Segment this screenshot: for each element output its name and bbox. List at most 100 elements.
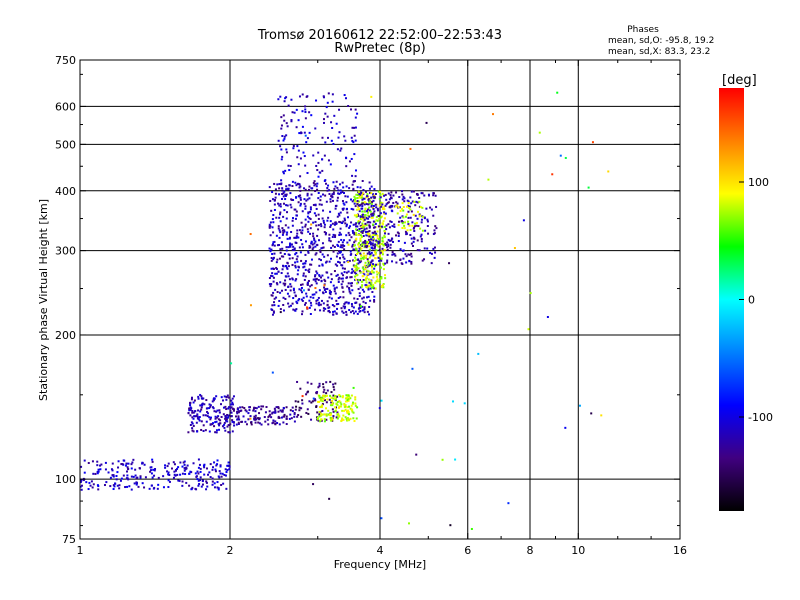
data-point [354,402,357,405]
data-point [215,410,218,413]
data-point [413,225,416,228]
data-point [372,285,375,288]
data-point [96,472,99,475]
data-point [325,418,328,421]
data-point [387,243,390,246]
data-point [276,183,279,186]
data-point [130,475,133,478]
data-point [289,244,292,247]
data-point [199,470,202,473]
data-point [414,204,417,207]
data-point [423,216,426,219]
data-point [184,473,187,476]
data-point [345,271,348,274]
data-point [423,194,426,197]
data-point [402,209,405,212]
data-point [284,288,287,291]
data-point [332,142,335,145]
data-point [258,422,261,425]
data-point [197,472,200,475]
data-point [362,296,365,299]
data-point [375,232,378,235]
data-point [372,239,375,242]
data-point [325,232,328,235]
data-point [403,221,406,224]
data-point [285,96,288,99]
data-point [363,197,366,200]
data-point [322,246,325,249]
data-point [269,413,272,416]
data-point [432,214,435,217]
data-point [343,404,346,407]
data-point [187,431,190,434]
data-point [257,421,260,424]
data-point [284,97,287,100]
data-point [274,192,277,195]
data-point [342,239,345,242]
data-point [316,298,319,301]
data-point [272,268,275,271]
data-point [366,241,369,244]
data-point [170,467,173,470]
data-point [333,290,336,293]
data-point [270,283,273,286]
data-point [310,418,313,421]
data-point [355,258,358,261]
data-point [221,399,224,402]
data-point [272,243,275,246]
data-point [164,464,167,467]
data-point [365,230,368,233]
data-point [433,246,436,249]
data-point [361,205,364,208]
data-point [320,412,323,415]
data-point [359,193,362,196]
data-point [360,196,363,199]
data-point [326,287,329,290]
data-point [341,253,344,256]
data-point [79,481,82,484]
data-point [398,206,401,209]
data-point [267,423,270,426]
data-point [395,191,398,194]
data-point [285,415,288,418]
data-point [197,409,200,412]
data-point [248,406,251,409]
data-point [321,274,324,277]
data-point [328,398,331,401]
data-point [306,282,309,285]
data-point [355,238,358,241]
data-point [297,236,300,239]
data-point [335,286,338,289]
data-point [378,217,381,220]
data-point [354,254,357,257]
data-point [285,122,288,125]
data-point [119,479,122,482]
data-point [131,461,134,464]
data-point [362,192,365,195]
data-point [349,417,352,420]
data-point [202,424,205,427]
data-point [391,204,394,207]
data-point [316,416,319,419]
data-point [350,108,353,111]
data-point [308,299,311,302]
data-point [125,470,128,473]
data-point [308,306,311,309]
data-point [288,417,291,420]
data-point [358,229,361,232]
data-point [274,188,277,191]
data-point [191,429,194,432]
data-point [282,170,285,173]
data-point [406,229,409,232]
data-point [319,199,322,202]
data-point [284,297,287,300]
data-point [382,244,385,247]
data-point [281,187,284,190]
data-point [273,203,276,206]
data-point [282,139,285,142]
data-point [320,203,323,206]
data-point [386,246,389,249]
data-point [411,221,414,224]
data-point [296,156,299,159]
data-point [382,220,385,223]
